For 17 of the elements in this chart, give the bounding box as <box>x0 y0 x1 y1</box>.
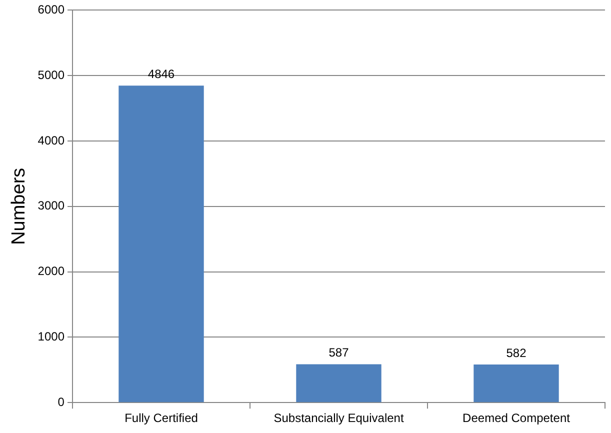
x-tick-label: Deemed Competent <box>462 411 571 426</box>
bar <box>118 86 204 402</box>
data-label: 587 <box>328 346 350 360</box>
data-label: 4846 <box>148 66 175 81</box>
bar <box>474 364 559 402</box>
data-label: 582 <box>506 346 527 360</box>
y-tick-label: 3000 <box>38 198 65 213</box>
y-axis-title: Numbers <box>8 168 30 245</box>
bar <box>296 364 382 402</box>
y-tick-label: 1000 <box>38 330 65 344</box>
y-tick-label: 2000 <box>38 264 65 278</box>
y-tick-label: 6000 <box>38 2 65 17</box>
x-tick-label: Fully Certified <box>124 411 198 426</box>
y-tick-label: 0 <box>58 394 65 409</box>
x-tick-label: Substancially Equivalent <box>274 411 404 426</box>
y-tick-label: 4000 <box>38 133 65 148</box>
y-tick-label: 5000 <box>38 68 65 82</box>
